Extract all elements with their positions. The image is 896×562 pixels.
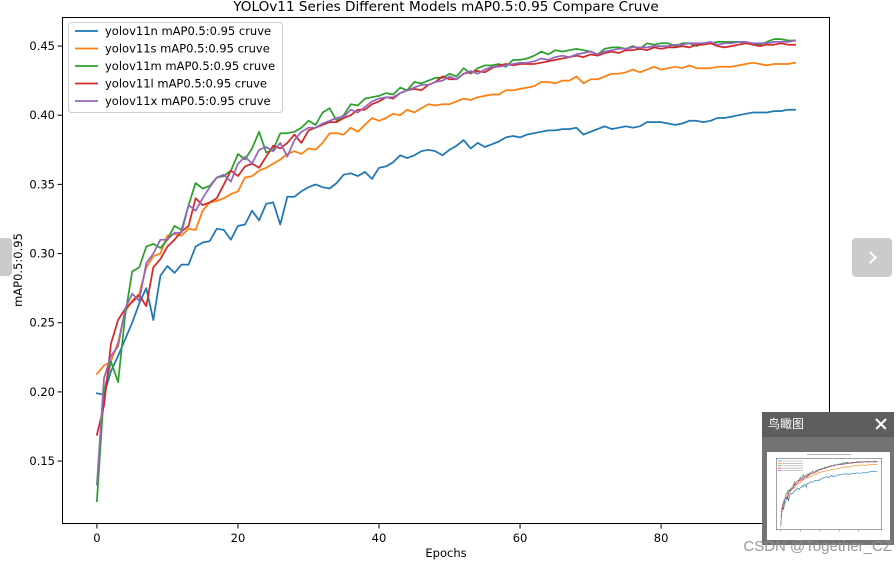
legend-entry-yolov11l: yolov11l mAP0.5:0.95 cruve (75, 77, 267, 91)
legend-entry-yolov11n: yolov11n mAP0.5:0.95 cruve (75, 24, 271, 38)
y-tick-label: 0.40 (29, 108, 55, 122)
birds-eye-panel: 鸟瞰图 (762, 412, 894, 545)
legend-entry-yolov11s: yolov11s mAP0.5:0.95 cruve (75, 42, 270, 56)
chart-title: YOLOv11 Series Different Models mAP0.5:0… (232, 0, 659, 15)
next-image-button[interactable] (852, 238, 892, 277)
y-axis: 0.15 0.20 0.25 0.30 0.35 0.40 0.45 (29, 39, 62, 468)
legend-label-yolov11m: yolov11m mAP0.5:0.95 cruve (105, 59, 275, 73)
close-icon[interactable] (874, 417, 888, 431)
legend-entry-yolov11x: yolov11x mAP0.5:0.95 cruve (75, 94, 271, 108)
thumbnail-series-line-yolov11l (780, 461, 878, 518)
series-layer (95, 38, 797, 503)
y-axis-label: mAP0.5:0.95 (11, 233, 25, 307)
x-tick-label: 60 (513, 531, 528, 545)
x-tick-label: 80 (654, 531, 669, 545)
thumbnail-series-line-yolov11x (780, 461, 878, 525)
thumbnail-series-line-yolov11m (780, 460, 878, 527)
thumbnail-plot-frame (776, 458, 882, 530)
thumbnail-chart (776, 454, 882, 532)
y-tick-label: 0.35 (29, 177, 55, 191)
plot-frame (62, 17, 830, 524)
birds-eye-header: 鸟瞰图 (762, 412, 894, 437)
y-tick-label: 0.30 (29, 247, 55, 261)
legend-frame (68, 22, 283, 113)
series-line-yolov11n (95, 108, 796, 396)
y-tick-label: 0.20 (29, 385, 55, 399)
birds-eye-title: 鸟瞰图 (768, 417, 805, 431)
y-tick-label: 0.25 (29, 316, 55, 330)
watermark: CSDN @Together_CZ (743, 538, 892, 555)
legend: yolov11n mAP0.5:0.95 cruve yolov11s mAP0.… (68, 22, 283, 113)
birds-eye-thumbnail[interactable] (767, 452, 890, 540)
series-line-yolov11x (95, 39, 797, 486)
x-tick-label: 0 (93, 531, 100, 545)
thumbnail-series-line-yolov11s (780, 464, 878, 509)
chevron-right-icon (864, 251, 877, 264)
previous-image-button[interactable] (0, 238, 12, 276)
x-tick-label: 40 (372, 531, 387, 545)
y-tick-label: 0.15 (29, 454, 55, 468)
legend-label-yolov11x: yolov11x mAP0.5:0.95 cruve (105, 94, 271, 108)
legend-entry-yolov11m: yolov11m mAP0.5:0.95 cruve (75, 59, 275, 73)
x-tick-label: 20 (231, 531, 246, 545)
x-axis-label: Epochs (425, 546, 466, 560)
legend-label-yolov11s: yolov11s mAP0.5:0.95 cruve (105, 42, 270, 56)
legend-label-yolov11n: yolov11n mAP0.5:0.95 cruve (105, 24, 271, 38)
thumbnail-series-line-yolov11n (780, 470, 878, 512)
series-line-yolov11s (95, 61, 797, 376)
x-axis: 0 20 40 60 80 (93, 524, 668, 545)
legend-label-yolov11l: yolov11l mAP0.5:0.95 cruve (105, 77, 267, 91)
y-tick-label: 0.45 (29, 39, 55, 53)
